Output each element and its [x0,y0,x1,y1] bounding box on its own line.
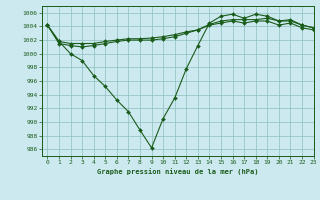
X-axis label: Graphe pression niveau de la mer (hPa): Graphe pression niveau de la mer (hPa) [97,168,258,175]
